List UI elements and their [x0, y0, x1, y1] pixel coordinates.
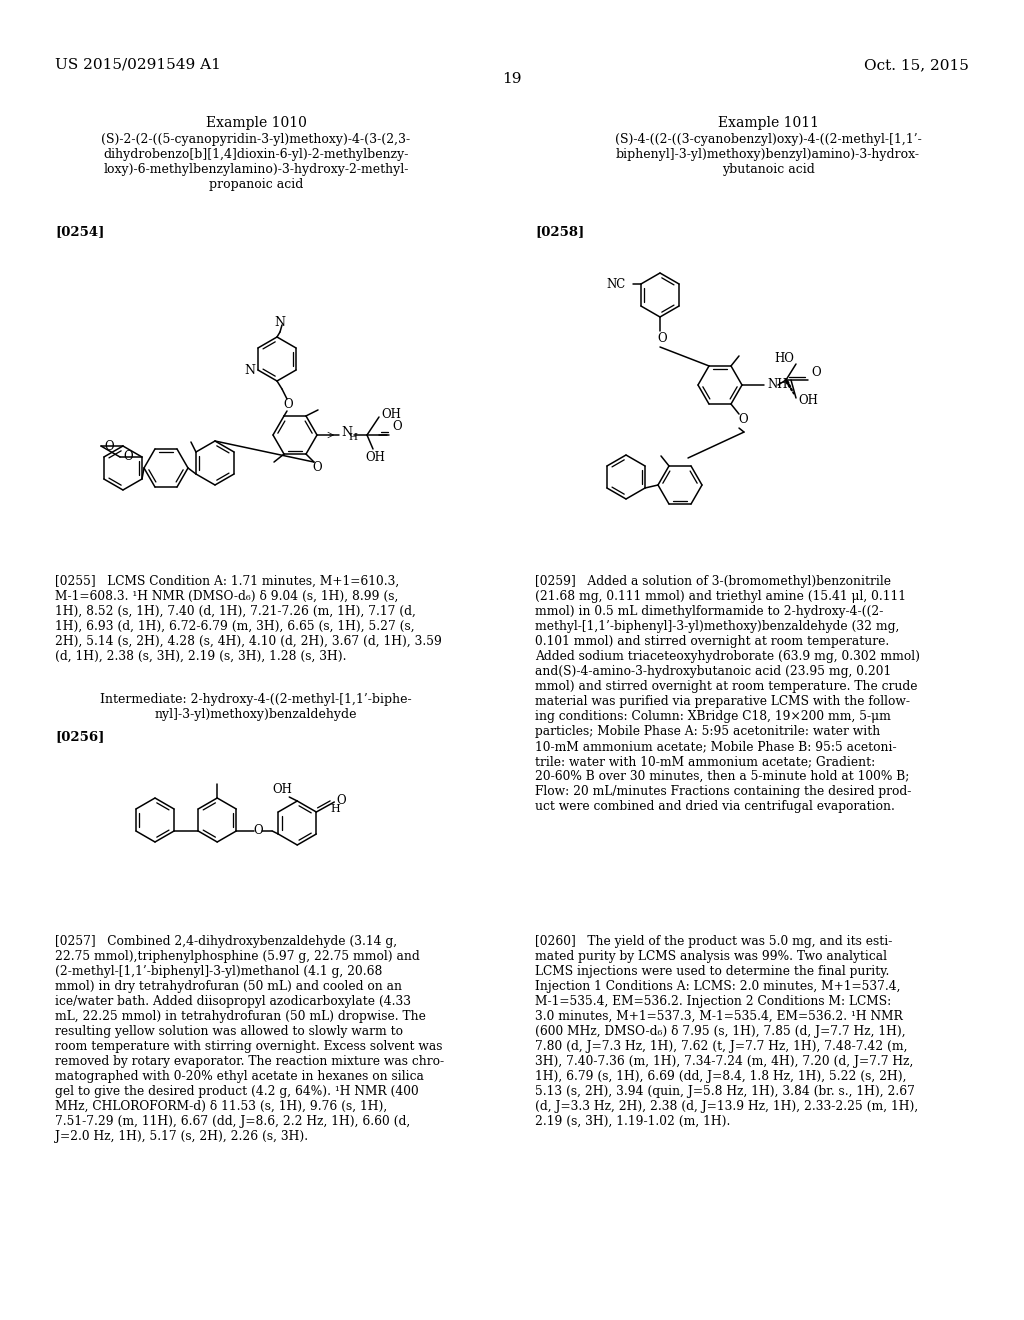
Text: H: H	[331, 804, 340, 814]
Text: H: H	[348, 433, 357, 442]
Text: [0255]   LCMS Condition A: 1.71 minutes, M+1=610.3,
M-1=608.3. ¹H NMR (DMSO-d₆) : [0255] LCMS Condition A: 1.71 minutes, M…	[55, 576, 442, 663]
Text: (S)-4-((2-((3-cyanobenzyl)oxy)-4-((2-methyl-[1,1’-
biphenyl]-3-yl)methoxy)benzyl: (S)-4-((2-((3-cyanobenzyl)oxy)-4-((2-met…	[614, 133, 922, 176]
Text: [0254]: [0254]	[55, 224, 104, 238]
Text: NH: NH	[767, 378, 787, 391]
Text: Oct. 15, 2015: Oct. 15, 2015	[864, 58, 969, 73]
Text: 19: 19	[502, 73, 522, 86]
Text: O: O	[312, 461, 322, 474]
Text: [0258]: [0258]	[535, 224, 585, 238]
Text: O: O	[123, 450, 133, 463]
Text: N: N	[341, 425, 352, 438]
Text: Example 1010: Example 1010	[206, 116, 306, 129]
Text: Intermediate: 2-hydroxy-4-((2-methyl-[1,1’-biphe-
nyl]-3-yl)methoxy)benzaldehyde: Intermediate: 2-hydroxy-4-((2-methyl-[1,…	[100, 693, 412, 721]
Text: O: O	[336, 793, 346, 807]
Text: [0257]   Combined 2,4-dihydroxybenzaldehyde (3.14 g,
22.75 mmol),triphenylphosph: [0257] Combined 2,4-dihydroxybenzaldehyd…	[55, 935, 444, 1143]
Text: Example 1011: Example 1011	[718, 116, 818, 129]
Text: NC: NC	[606, 277, 626, 290]
Text: [0260]   The yield of the product was 5.0 mg, and its esti-
mated purity by LCMS: [0260] The yield of the product was 5.0 …	[535, 935, 919, 1129]
Text: N: N	[244, 363, 255, 376]
Text: [0259]   Added a solution of 3-(bromomethyl)benzonitrile
(21.68 mg, 0.111 mmol) : [0259] Added a solution of 3-(bromomethy…	[535, 576, 920, 813]
Text: O: O	[657, 333, 667, 346]
Text: O: O	[104, 440, 114, 453]
Text: OH: OH	[366, 451, 385, 465]
Text: OH: OH	[272, 783, 292, 796]
Text: O: O	[284, 397, 293, 411]
Text: O: O	[254, 825, 263, 837]
Text: N: N	[274, 315, 286, 329]
Text: OH: OH	[798, 395, 818, 408]
Text: O: O	[738, 413, 748, 425]
Text: [0256]: [0256]	[55, 730, 104, 743]
Text: HO: HO	[774, 352, 794, 366]
Text: (S)-2-(2-((5-cyanopyridin-3-yl)methoxy)-4-(3-(2,3-
dihydrobenzo[b][1,4]dioxin-6-: (S)-2-(2-((5-cyanopyridin-3-yl)methoxy)-…	[101, 133, 411, 191]
Text: OH: OH	[381, 408, 400, 421]
Text: O: O	[392, 421, 401, 433]
Text: US 2015/0291549 A1: US 2015/0291549 A1	[55, 58, 221, 73]
Text: O: O	[811, 366, 820, 379]
